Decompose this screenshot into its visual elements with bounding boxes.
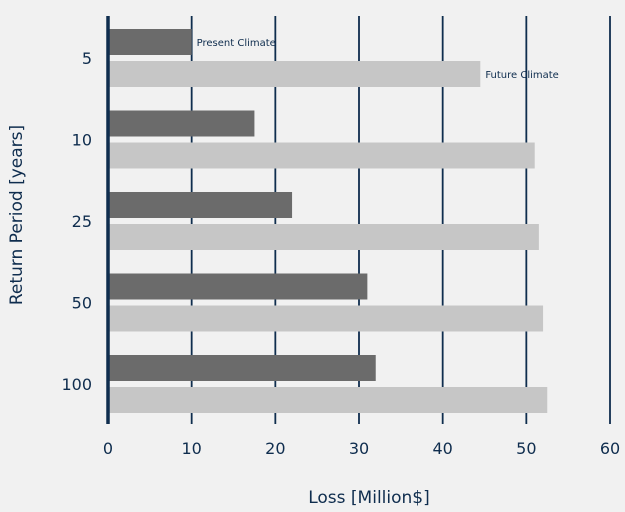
series-label-future: Future Climate (485, 70, 559, 81)
labels: 0 10 20 30 40 50 60 5 10 25 50 100 Present Climate Fu… (61, 38, 620, 458)
x-tick-label-50: 50 (516, 439, 536, 458)
x-tick-label-20: 20 (265, 439, 285, 458)
y-tick-label-100: 100 (61, 375, 92, 394)
x-tick-label-30: 30 (349, 439, 369, 458)
bar-present-50 (108, 273, 368, 300)
bar-present-10 (108, 110, 255, 137)
y-tick-label-50: 50 (72, 294, 92, 313)
y-axis-title: Return Period [years] (7, 125, 27, 305)
x-tick-label-10: 10 (181, 439, 201, 458)
y-tick-label-10: 10 (72, 131, 92, 150)
bar-future-5 (108, 61, 481, 87)
bar-future-100 (108, 387, 548, 413)
bar-present-100 (108, 355, 376, 381)
bars (108, 29, 548, 413)
bar-future-25 (108, 224, 539, 250)
x-axis-title: Loss [Million$] (308, 488, 430, 508)
series-label-present: Present Climate (197, 38, 276, 49)
bar-present-5 (108, 29, 192, 55)
x-tick-label-40: 40 (432, 439, 452, 458)
x-tick-label-0: 0 (103, 439, 113, 458)
bar-future-50 (108, 305, 544, 332)
y-tick-label-5: 5 (82, 49, 92, 68)
bar-future-10 (108, 142, 535, 169)
x-tick-label-60: 60 (600, 439, 620, 458)
y-tick-label-25: 25 (72, 212, 92, 231)
bar-present-25 (108, 192, 293, 218)
